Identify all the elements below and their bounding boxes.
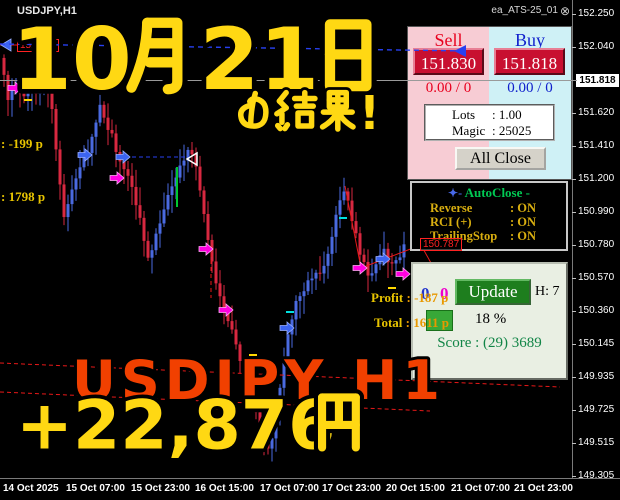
ea-name-text: ea_ATS-25_01 [491, 5, 558, 16]
score-label: Score : (29) 3689 [437, 335, 542, 351]
blue-arrow-marker [77, 148, 93, 162]
trade-panel: Sell Buy 151.830 151.818 0.00 / 0 0.00 /… [407, 26, 572, 180]
magenta-arrow-marker [109, 171, 125, 185]
sell-count: 0.00 / 0 [425, 80, 472, 96]
current-price-box: 151.818 [576, 74, 619, 87]
yellow-dash-marker [388, 287, 396, 289]
price-tick: 151.200 [578, 173, 615, 184]
progress-indicator [426, 310, 453, 331]
hollow-triangle-marker [185, 151, 198, 167]
blue-arrow-marker [375, 252, 391, 266]
buy-count: 0.00 / 0 [507, 80, 553, 96]
profit-label: Profit : -187 p [371, 290, 449, 305]
percent-label: 18 % [475, 311, 507, 327]
time-tick: 20 Oct 15:00 [386, 483, 445, 494]
lots-value: : 1.00 [492, 107, 522, 122]
sell-position-counter: 0 [421, 284, 430, 303]
price-tick: 152.250 [578, 8, 615, 19]
magic-label: Magic [452, 123, 486, 138]
price-tick: 150.145 [578, 338, 615, 349]
autoclose-row: RCI (+): ON [430, 215, 537, 229]
price-tag: 150.787 [420, 238, 463, 251]
time-tick: 17 Oct 07:00 [260, 483, 319, 494]
bid-price-line [0, 80, 577, 81]
magenta-arrow-marker [395, 267, 411, 281]
ea-name-label: ea_ATS-25_01 ⊗ [491, 3, 570, 18]
price-axis: 151.818 152.250 152.040 151.620 151.410 151.… [572, 0, 620, 481]
lots-label: Lots [452, 107, 476, 122]
time-tick: 14 Oct 2025 [3, 483, 59, 494]
cyan-dash-marker [339, 217, 347, 219]
buy-label: Buy [514, 30, 545, 50]
price-tick: 150.570 [578, 272, 615, 283]
price-tick: 152.040 [578, 41, 615, 52]
total-label: Total : 1611 p [374, 315, 450, 330]
price-tick: 150.990 [578, 206, 615, 217]
price-tag: 152.054 [17, 39, 60, 52]
yellow-dash-marker [24, 99, 32, 101]
candlestick-chart [0, 38, 561, 462]
pips-label-2: : 1798 p [1, 189, 46, 204]
time-tick: 17 Oct 23:00 [322, 483, 381, 494]
h-value-label: H: 7 [535, 284, 560, 299]
price-tick: 149.305 [578, 470, 615, 481]
price-tick: 151.620 [578, 107, 615, 118]
time-tick: 21 Oct 07:00 [451, 483, 510, 494]
autoclose-arrow-icon: ✦- [448, 186, 463, 200]
update-button[interactable]: Update [455, 279, 531, 305]
autoclose-panel: ✦- AutoClose - Reverse: ON RCI (+): ON Tra… [410, 181, 568, 251]
chart-symbol-label: USDJPY,H1 [17, 5, 77, 17]
time-tick: 15 Oct 07:00 [66, 483, 125, 494]
cyan-dash-marker [286, 311, 294, 313]
blue-arrow-marker [279, 321, 295, 335]
time-tick: 21 Oct 23:00 [514, 483, 573, 494]
all-close-button[interactable]: All Close [455, 147, 546, 170]
price-tick: 151.410 [578, 140, 615, 151]
sell-price-button[interactable]: 151.830 [413, 48, 484, 75]
blue-left-arrow-marker [0, 38, 12, 52]
price-tick: 150.360 [578, 305, 615, 316]
lots-magic-box: Lots : 1.00 Magic : 25025 [424, 104, 555, 141]
magenta-arrow-marker [7, 81, 23, 95]
yellow-dash-marker [249, 354, 257, 356]
stats-panel: 0 0 Update H: 7 18 % Score : (29) 3689 [411, 262, 568, 380]
magenta-arrow-marker [218, 303, 234, 317]
time-tick: 15 Oct 23:00 [131, 483, 190, 494]
price-tick: 149.935 [578, 371, 615, 382]
autoclose-title: ✦- AutoClose - [448, 185, 530, 200]
buy-position-counter: 0 [440, 284, 449, 303]
time-axis: 14 Oct 2025 15 Oct 07:00 15 Oct 23:00 16 Oc… [0, 478, 620, 500]
autoclose-row: Reverse: ON [430, 201, 537, 215]
ea-close-icon[interactable]: ⊗ [559, 3, 570, 18]
buy-price-button[interactable]: 151.818 [494, 48, 565, 75]
magenta-arrow-marker [198, 242, 214, 256]
magenta-arrow-marker [352, 261, 368, 275]
magic-value: : 25025 [492, 123, 532, 138]
time-tick: 16 Oct 15:00 [195, 483, 254, 494]
price-tick: 149.725 [578, 404, 615, 415]
price-tick: 150.780 [578, 239, 615, 250]
pips-label-1: : -199 p [1, 136, 43, 151]
price-tick: 149.515 [578, 437, 615, 448]
blue-arrow-marker [115, 150, 131, 164]
